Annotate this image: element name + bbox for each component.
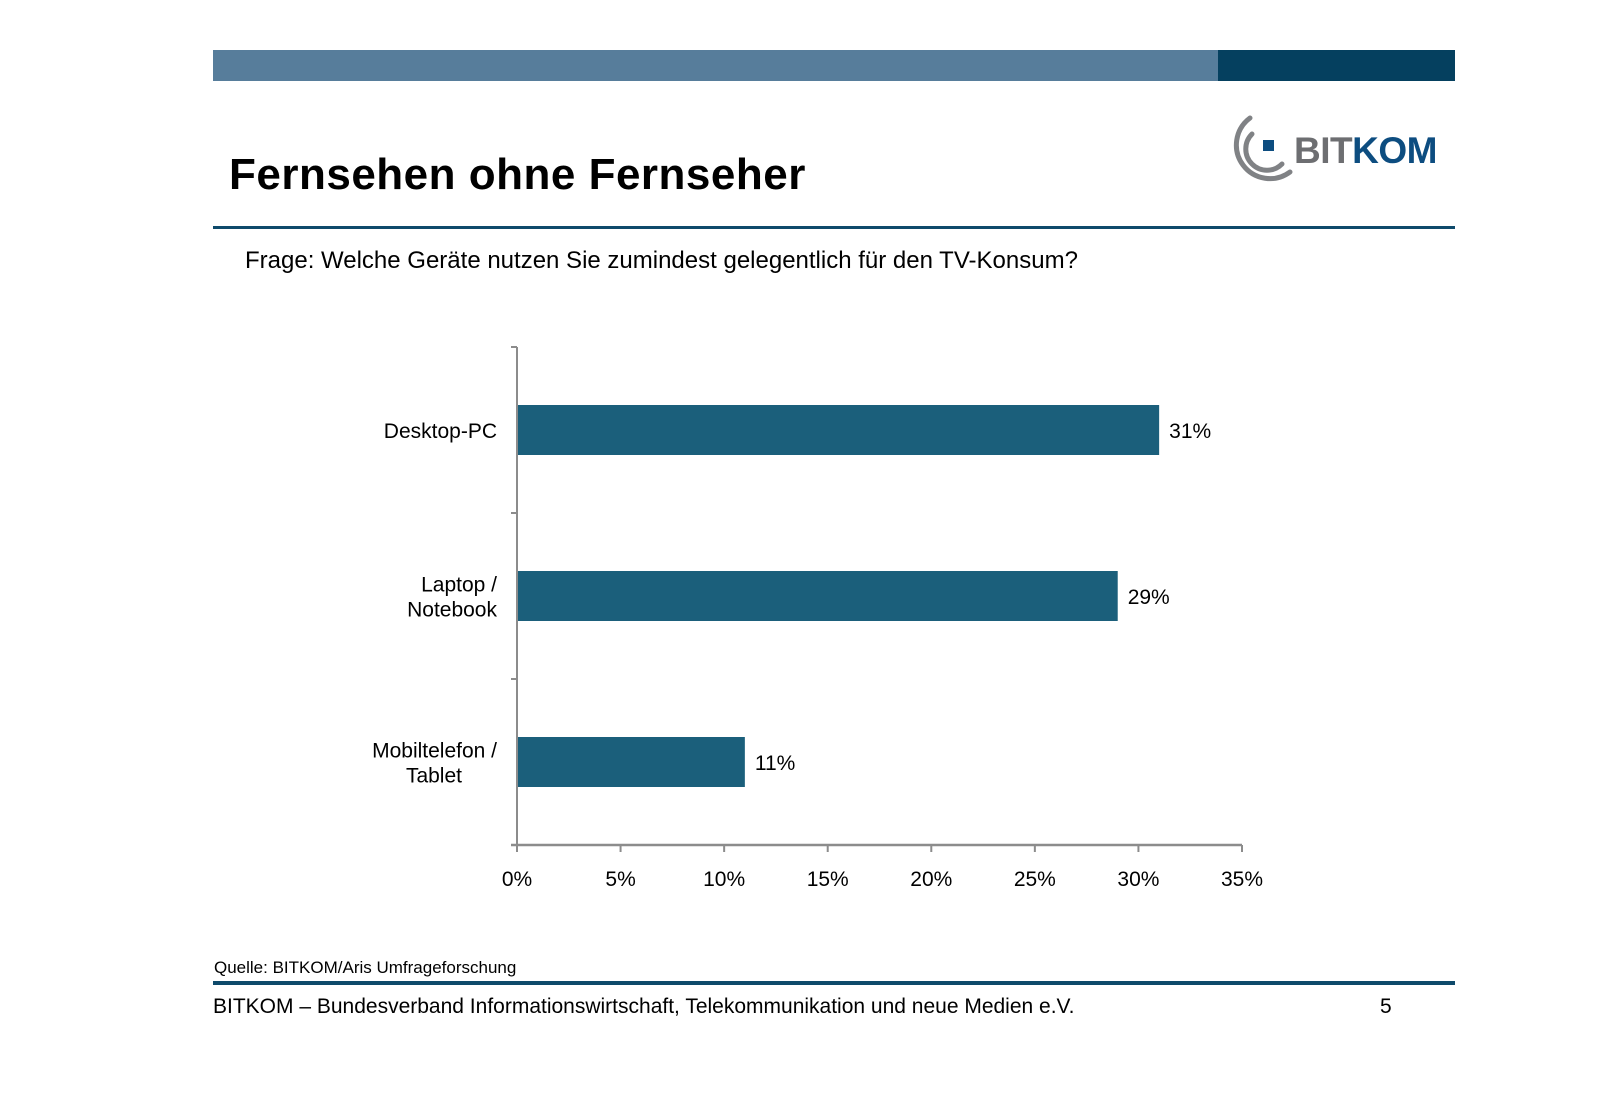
category-label-line: Tablet: [406, 765, 462, 788]
bar-2: [518, 571, 1118, 621]
data-label: 29%: [1128, 586, 1170, 609]
logo-text-bit: BIT: [1294, 130, 1353, 171]
category-label: Desktop-PC: [384, 420, 497, 443]
x-tick-label: 35%: [1221, 868, 1263, 891]
category-label-line: Notebook: [407, 599, 497, 622]
page-number: 5: [1380, 995, 1392, 1018]
bar-1: [518, 405, 1160, 455]
bar-3: [518, 737, 745, 787]
x-tick-label: 0%: [502, 868, 532, 891]
x-tick-label: 30%: [1117, 868, 1159, 891]
slide-title: Fernsehen ohne Fernseher: [229, 150, 806, 199]
category-label-line: Desktop-PC: [384, 420, 497, 443]
footer-text: BITKOM – Bundesverband Informationswirts…: [213, 995, 1075, 1018]
data-label: 11%: [755, 752, 795, 775]
bitkom-logo: BITKOM: [1230, 112, 1440, 184]
category-label-line: Mobiltelefon /: [372, 740, 497, 763]
header-bar-dark: [1218, 50, 1455, 81]
x-tick-label: 5%: [605, 868, 635, 891]
data-label: 31%: [1169, 420, 1211, 443]
category-label: Laptop / Notebook: [407, 574, 497, 622]
footer-divider: [213, 981, 1455, 985]
header-bar-light: [213, 50, 1218, 81]
title-divider: [213, 226, 1455, 229]
logo-wordmark: BITKOM: [1294, 130, 1437, 172]
x-tick-label: 10%: [703, 868, 745, 891]
logo-text-kom: KOM: [1352, 130, 1437, 171]
category-label-line: Laptop /: [421, 574, 497, 597]
x-tick-label: 15%: [807, 868, 849, 891]
x-tick-label: 20%: [910, 868, 952, 891]
survey-question: Frage: Welche Geräte nutzen Sie zumindes…: [245, 247, 1078, 274]
bitkom-arc-logo-icon: [1233, 115, 1293, 182]
source-note: Quelle: BITKOM/Aris Umfrageforschung: [214, 958, 517, 977]
x-tick-label: 25%: [1014, 868, 1056, 891]
category-label: Mobiltelefon / Tablet: [372, 740, 497, 788]
